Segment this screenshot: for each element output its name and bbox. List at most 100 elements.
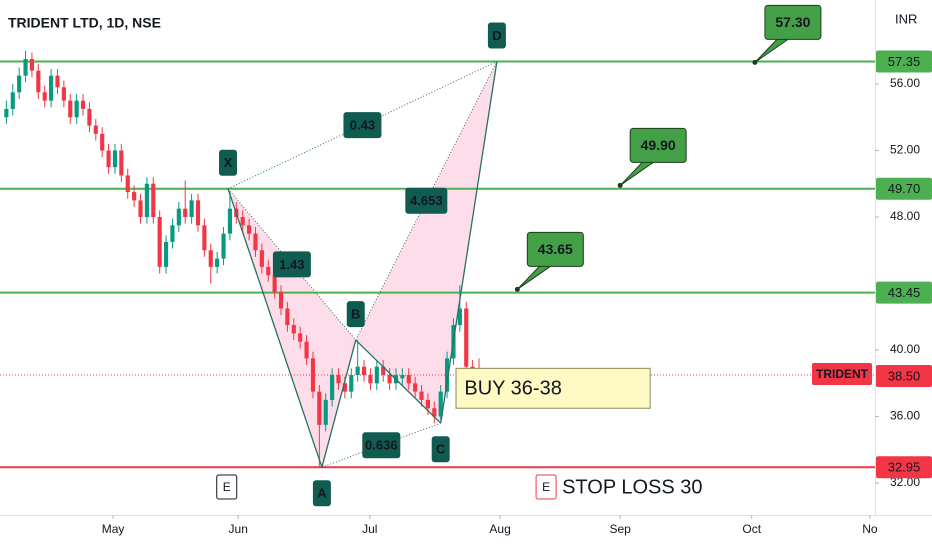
candle-body (4, 108, 9, 118)
last-price-box (876, 364, 932, 387)
candle-body (413, 383, 418, 392)
event-label: E (542, 480, 550, 494)
candle-body (112, 150, 118, 168)
candle-body (432, 408, 437, 417)
event-label: E (223, 480, 231, 494)
last-price-label: 38.50 (888, 368, 921, 383)
callout-label: 49.90 (641, 137, 676, 153)
candle-body (330, 374, 335, 400)
candle-body (291, 325, 296, 334)
candle-body (400, 374, 405, 379)
candle-body (68, 100, 73, 118)
candle-body (253, 233, 258, 251)
candle-body (29, 59, 35, 71)
candle-body (374, 366, 379, 384)
level-price-label: 32.95 (888, 460, 921, 475)
pattern-ratio: 0.43 (350, 118, 375, 133)
candle-body (23, 59, 28, 76)
event-marker (216, 474, 238, 500)
candle-body (438, 391, 443, 417)
currency: INR (895, 11, 917, 26)
candle-body (240, 217, 245, 226)
level-price-label: 57.35 (888, 54, 921, 69)
y-tick-label: 56.00 (890, 76, 920, 90)
candle-body (138, 200, 143, 218)
candle-body (406, 374, 411, 384)
candle-body (80, 100, 86, 109)
callout-anchor (514, 286, 520, 292)
candle-body (100, 133, 105, 151)
candle-body (176, 208, 181, 226)
x-tick-label: Jun (229, 522, 248, 536)
callout-anchor (617, 182, 623, 188)
buy-zone-label: BUY 36-38 (464, 378, 561, 400)
callout-box (629, 127, 687, 163)
level-price-box (876, 177, 932, 200)
candle-body (310, 358, 316, 392)
pattern-ratio-box (343, 112, 382, 139)
x-tick-label: Sep (609, 522, 631, 536)
level-price-box (876, 456, 932, 479)
candle-body (202, 225, 207, 251)
candle-body (17, 75, 22, 93)
candle-body (336, 374, 341, 384)
pattern-ratio-box (405, 187, 448, 214)
pattern-point-label: A (317, 486, 327, 501)
candle-body (419, 391, 424, 400)
last-price-name: TRIDENT (816, 367, 869, 381)
last-price-name-box (812, 362, 872, 385)
pattern-point-label-box (346, 301, 365, 328)
pattern-ratio: 4.653 (410, 193, 443, 208)
pattern-point-label: X (224, 155, 233, 170)
pattern-leg (440, 61, 498, 424)
callout-anchor (752, 59, 758, 65)
candle-body (387, 374, 392, 384)
callout-label: 43.65 (538, 241, 573, 257)
y-tick-label: 48.00 (890, 209, 920, 223)
candle-body (368, 374, 373, 384)
candle-body (317, 391, 322, 425)
candle-body (285, 308, 290, 326)
pattern-point-label-box (312, 480, 331, 507)
candle-body (349, 374, 354, 392)
x-tick-label: No (862, 522, 878, 536)
candle-body (119, 150, 124, 176)
pattern-point-label-box (487, 22, 506, 49)
y-tick-label: 36.00 (890, 409, 920, 423)
buy-zone (455, 367, 651, 409)
candle-body (457, 308, 462, 326)
candle-body (425, 399, 430, 409)
event-marker (535, 474, 557, 500)
candle-body (106, 150, 111, 168)
candle-body (445, 358, 450, 392)
level-price-label: 43.45 (888, 285, 921, 300)
candle-body (361, 366, 367, 375)
candle-body (157, 217, 162, 267)
pattern-point-label-box (431, 436, 450, 463)
pattern-ratio: 1.43 (279, 257, 304, 272)
x-tick-label: Jul (362, 522, 377, 536)
candle-body (215, 258, 220, 267)
pattern-point-label-box (219, 149, 238, 176)
pattern-leg (227, 188, 323, 468)
y-tick-label: 32.00 (890, 475, 920, 489)
candle-body (151, 183, 156, 218)
pattern-ratio-box (272, 251, 311, 278)
candle-body (247, 225, 252, 234)
candle-body (221, 233, 226, 259)
y-tick-label: 40.00 (890, 342, 920, 356)
candle-body (304, 341, 309, 359)
pattern-leg (321, 339, 357, 468)
candle-body (208, 250, 213, 267)
callout-box (526, 231, 584, 267)
candle-body (144, 183, 149, 218)
candle-body (10, 92, 15, 109)
callout-label: 57.30 (775, 14, 810, 30)
candle-body (195, 200, 201, 226)
candle-body (298, 333, 303, 342)
candle-body (227, 208, 233, 234)
chart-title: TRIDENT LTD, 1D, NSE (8, 15, 161, 31)
stop-loss-text: STOP LOSS 30 (562, 476, 702, 498)
